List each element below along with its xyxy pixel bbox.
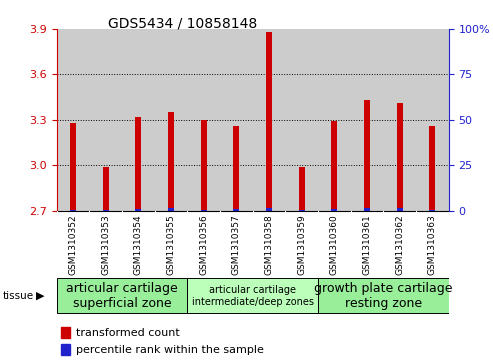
- Bar: [70, 210, 76, 211]
- Bar: [201, 120, 207, 211]
- Bar: [429, 210, 435, 211]
- Bar: [122, 29, 155, 211]
- Bar: [187, 29, 220, 211]
- Bar: [397, 208, 403, 211]
- Text: GSM1310357: GSM1310357: [232, 214, 241, 275]
- Text: growth plate cartilage
resting zone: growth plate cartilage resting zone: [314, 282, 453, 310]
- Bar: [61, 344, 70, 355]
- Text: GSM1310356: GSM1310356: [199, 214, 208, 275]
- Bar: [61, 327, 70, 338]
- Bar: [155, 29, 187, 211]
- Bar: [201, 210, 207, 211]
- Bar: [233, 126, 239, 211]
- Bar: [103, 210, 108, 211]
- Bar: [136, 117, 141, 211]
- Text: articular cartilage
superficial zone: articular cartilage superficial zone: [66, 282, 178, 310]
- Text: GSM1310353: GSM1310353: [101, 214, 110, 275]
- Bar: [351, 29, 383, 211]
- Bar: [220, 29, 252, 211]
- Text: articular cartilage
intermediate/deep zones: articular cartilage intermediate/deep zo…: [192, 285, 314, 307]
- Text: GSM1310354: GSM1310354: [134, 214, 143, 274]
- Bar: [252, 29, 285, 211]
- Bar: [57, 278, 187, 313]
- Text: GDS5434 / 10858148: GDS5434 / 10858148: [108, 16, 258, 30]
- Bar: [168, 112, 174, 211]
- Bar: [318, 29, 351, 211]
- Bar: [70, 123, 76, 211]
- Text: GSM1310360: GSM1310360: [330, 214, 339, 275]
- Text: percentile rank within the sample: percentile rank within the sample: [76, 344, 264, 355]
- Text: transformed count: transformed count: [76, 328, 180, 338]
- Bar: [57, 29, 89, 211]
- Text: GSM1310355: GSM1310355: [167, 214, 176, 275]
- Text: GSM1310361: GSM1310361: [362, 214, 372, 275]
- Text: tissue: tissue: [2, 291, 34, 301]
- Bar: [266, 208, 272, 211]
- Bar: [416, 29, 449, 211]
- Text: GSM1310358: GSM1310358: [264, 214, 274, 275]
- Bar: [136, 209, 141, 211]
- Bar: [266, 32, 272, 211]
- Bar: [318, 278, 449, 313]
- Bar: [299, 167, 305, 211]
- Bar: [364, 208, 370, 211]
- Bar: [187, 278, 318, 313]
- Bar: [331, 121, 337, 211]
- Text: ▶: ▶: [35, 291, 44, 301]
- Bar: [383, 29, 416, 211]
- Bar: [89, 29, 122, 211]
- Text: GSM1310363: GSM1310363: [428, 214, 437, 275]
- Text: GSM1310352: GSM1310352: [69, 214, 77, 274]
- Text: GSM1310359: GSM1310359: [297, 214, 306, 275]
- Bar: [397, 103, 403, 211]
- Text: GSM1310362: GSM1310362: [395, 214, 404, 274]
- Bar: [331, 209, 337, 211]
- Bar: [429, 126, 435, 211]
- Bar: [103, 167, 108, 211]
- Bar: [168, 208, 174, 211]
- Bar: [285, 29, 318, 211]
- Bar: [233, 209, 239, 211]
- Bar: [364, 100, 370, 211]
- Bar: [299, 210, 305, 211]
